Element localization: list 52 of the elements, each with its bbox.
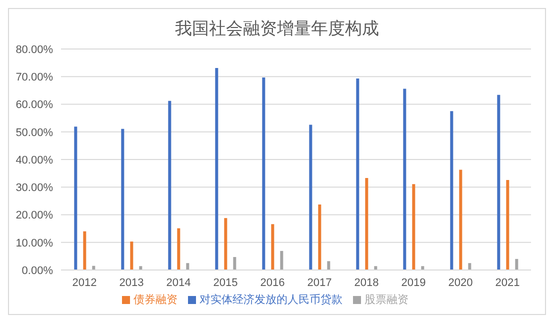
y-tick-label: 50.00% bbox=[16, 126, 54, 139]
legend-label: 股票融资 bbox=[364, 294, 408, 306]
y-tick-label: 20.00% bbox=[16, 210, 54, 222]
x-tick-label: 2015 bbox=[213, 276, 238, 289]
bar bbox=[318, 204, 322, 270]
bar bbox=[121, 128, 124, 270]
bar bbox=[130, 242, 134, 270]
bar bbox=[497, 94, 500, 270]
y-tick-label: 0.00% bbox=[22, 264, 54, 277]
bar bbox=[421, 266, 424, 270]
chart-title: 我国社会融资增量年度构成 bbox=[174, 18, 380, 40]
bar bbox=[412, 184, 416, 270]
bar bbox=[233, 257, 236, 270]
bar bbox=[177, 228, 180, 270]
x-tick-label: 2018 bbox=[354, 276, 379, 289]
y-tick-label: 70.00% bbox=[16, 72, 54, 84]
x-tick-label: 2014 bbox=[166, 276, 191, 289]
x-tick-label: 2020 bbox=[448, 276, 473, 289]
x-tick-label: 2017 bbox=[307, 276, 332, 289]
x-tick-label: 2013 bbox=[119, 276, 144, 289]
bar bbox=[515, 258, 518, 270]
bar bbox=[271, 224, 274, 270]
x-tick-label: 2021 bbox=[495, 276, 520, 289]
bar bbox=[224, 218, 228, 270]
bar bbox=[83, 231, 86, 270]
bar bbox=[365, 178, 368, 270]
bar bbox=[280, 250, 284, 270]
bar bbox=[450, 111, 454, 270]
bar bbox=[374, 266, 378, 270]
bar bbox=[327, 261, 330, 270]
y-tick-label: 10.00% bbox=[16, 237, 54, 250]
y-tick-label: 80.00% bbox=[16, 44, 54, 56]
bar bbox=[215, 68, 218, 270]
legend-label: 对实体经济发放的人民币贷款 bbox=[200, 294, 342, 306]
bar bbox=[168, 100, 172, 270]
bar bbox=[309, 124, 312, 270]
bar bbox=[506, 180, 510, 270]
bar bbox=[186, 263, 190, 270]
legend-label: 债券融资 bbox=[134, 294, 178, 306]
bar bbox=[139, 266, 142, 270]
y-tick-label: 40.00% bbox=[16, 154, 54, 166]
bar bbox=[356, 78, 360, 270]
bar bbox=[262, 77, 266, 270]
bar bbox=[74, 126, 78, 270]
bar bbox=[459, 170, 462, 270]
x-tick-label: 2019 bbox=[401, 276, 426, 289]
y-tick-label: 60.00% bbox=[16, 99, 54, 112]
bar bbox=[468, 263, 472, 270]
bar bbox=[403, 88, 406, 270]
x-tick-label: 2016 bbox=[260, 276, 285, 289]
x-tick-label: 2012 bbox=[72, 276, 97, 289]
y-tick-label: 30.00% bbox=[16, 182, 54, 194]
